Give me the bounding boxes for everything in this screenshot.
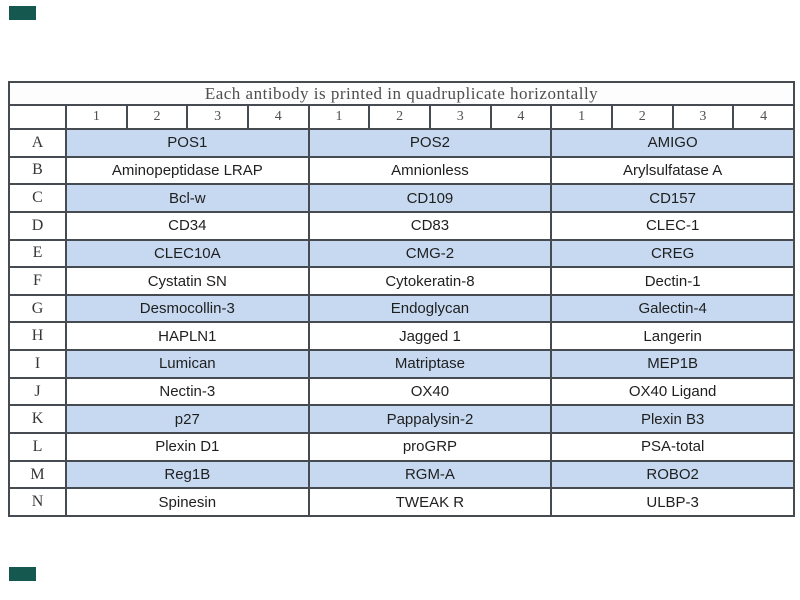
- row-label-J: J: [8, 376, 67, 407]
- table-row-G: G Desmocollin-3 Endoglycan Galectin-4: [8, 293, 795, 324]
- row-label-spacer: [8, 104, 67, 130]
- antibody-cell: p27: [65, 404, 310, 435]
- table-title: Each antibody is printed in quadruplicat…: [8, 81, 795, 106]
- antibody-cell: CD157: [550, 183, 795, 213]
- row-label-B: B: [8, 155, 67, 186]
- antibody-cell: TWEAK R: [307, 487, 553, 517]
- column-number-11: 3: [671, 104, 735, 130]
- table-row-C: C Bcl-w CD109 CD157: [8, 183, 795, 213]
- column-number-7: 3: [428, 104, 492, 130]
- antibody-cell: Pappalysin-2: [307, 404, 553, 435]
- antibody-cell: CREG: [550, 238, 795, 269]
- table-row-A: A POS1 POS2 AMIGO: [8, 128, 795, 158]
- table-row-M: M Reg1B RGM-A ROBO2: [8, 459, 795, 490]
- column-number-5: 1: [307, 104, 371, 130]
- row-label-I: I: [8, 349, 67, 379]
- table-row-D: D CD34 CD83 CLEC-1: [8, 210, 795, 241]
- row-label-C: C: [8, 183, 67, 213]
- table-row-H: H HAPLN1 Jagged 1 Langerin: [8, 321, 795, 352]
- row-label-F: F: [8, 266, 67, 296]
- row-label-N: N: [8, 487, 67, 517]
- column-number-12: 4: [732, 104, 795, 130]
- column-number-2: 2: [125, 104, 189, 130]
- antibody-cell: Plexin B3: [550, 404, 795, 435]
- column-number-6: 2: [368, 104, 431, 130]
- antibody-cell: Cytokeratin-8: [307, 266, 553, 296]
- row-label-E: E: [8, 238, 67, 269]
- table-row-J: J Nectin-3 OX40 OX40 Ligand: [8, 376, 795, 407]
- table-row-B: B Aminopeptidase LRAP Amnionless Arylsulfat…: [8, 155, 795, 186]
- antibody-cell: AMIGO: [550, 128, 795, 158]
- antibody-cell: HAPLN1: [65, 321, 310, 352]
- antibody-cell: Reg1B: [65, 459, 310, 490]
- antibody-array-table: Each antibody is printed in quadruplicat…: [8, 81, 795, 517]
- table-row-E: E CLEC10A CMG-2 CREG: [8, 238, 795, 269]
- antibody-cell: Bcl-w: [65, 183, 310, 213]
- row-label-M: M: [8, 459, 67, 490]
- table-row-N: N Spinesin TWEAK R ULBP-3: [8, 487, 795, 517]
- antibody-cell: Arylsulfatase A: [550, 155, 795, 186]
- antibody-cell: Matriptase: [307, 349, 553, 379]
- column-number-10: 2: [610, 104, 674, 130]
- row-label-D: D: [8, 210, 67, 241]
- column-number-3: 3: [186, 104, 249, 130]
- table-row-L: L Plexin D1 proGRP PSA-total: [8, 432, 795, 462]
- antibody-cell: Galectin-4: [550, 293, 795, 324]
- row-label-G: G: [8, 293, 67, 324]
- row-label-L: L: [8, 432, 67, 462]
- antibody-cell: POS1: [65, 128, 310, 158]
- antibody-cell: CLEC10A: [65, 238, 310, 269]
- row-label-A: A: [8, 128, 67, 158]
- antibody-cell: OX40 Ligand: [550, 376, 795, 407]
- column-number-4: 4: [246, 104, 310, 130]
- table-title-row: Each antibody is printed in quadruplicat…: [8, 81, 795, 106]
- antibody-cell: OX40: [307, 376, 553, 407]
- column-number-9: 1: [550, 104, 613, 130]
- antibody-cell: Cystatin SN: [65, 266, 310, 296]
- antibody-cell: Langerin: [550, 321, 795, 352]
- antibody-cell: Jagged 1: [307, 321, 553, 352]
- antibody-cell: CD109: [307, 183, 553, 213]
- antibody-cell: Spinesin: [65, 487, 310, 517]
- antibody-cell: Plexin D1: [65, 432, 310, 462]
- antibody-cell: PSA-total: [550, 432, 795, 462]
- row-label-H: H: [8, 321, 67, 352]
- table-row-F: F Cystatin SN Cytokeratin-8 Dectin-1: [8, 266, 795, 296]
- antibody-cell: Dectin-1: [550, 266, 795, 296]
- row-label-K: K: [8, 404, 67, 435]
- antibody-cell: CMG-2: [307, 238, 553, 269]
- antibody-cell: CD83: [307, 210, 553, 241]
- antibody-cell: Aminopeptidase LRAP: [65, 155, 310, 186]
- antibody-cell: CLEC-1: [550, 210, 795, 241]
- antibody-cell: Nectin-3: [65, 376, 310, 407]
- antibody-cell: Endoglycan: [307, 293, 553, 324]
- teal-corner-mark-top: [9, 6, 36, 20]
- antibody-cell: Lumican: [65, 349, 310, 379]
- table-row-I: I Lumican Matriptase MEP1B: [8, 349, 795, 379]
- antibody-cell: ROBO2: [550, 459, 795, 490]
- column-number-8: 4: [489, 104, 553, 130]
- column-number-1: 1: [65, 104, 128, 130]
- antibody-cell: proGRP: [307, 432, 553, 462]
- antibody-cell: RGM-A: [307, 459, 553, 490]
- antibody-cell: ULBP-3: [550, 487, 795, 517]
- antibody-cell: POS2: [307, 128, 553, 158]
- antibody-cell: MEP1B: [550, 349, 795, 379]
- antibody-cell: Amnionless: [307, 155, 553, 186]
- antibody-cell: Desmocollin-3: [65, 293, 310, 324]
- teal-corner-mark-bottom: [9, 567, 36, 581]
- antibody-cell: CD34: [65, 210, 310, 241]
